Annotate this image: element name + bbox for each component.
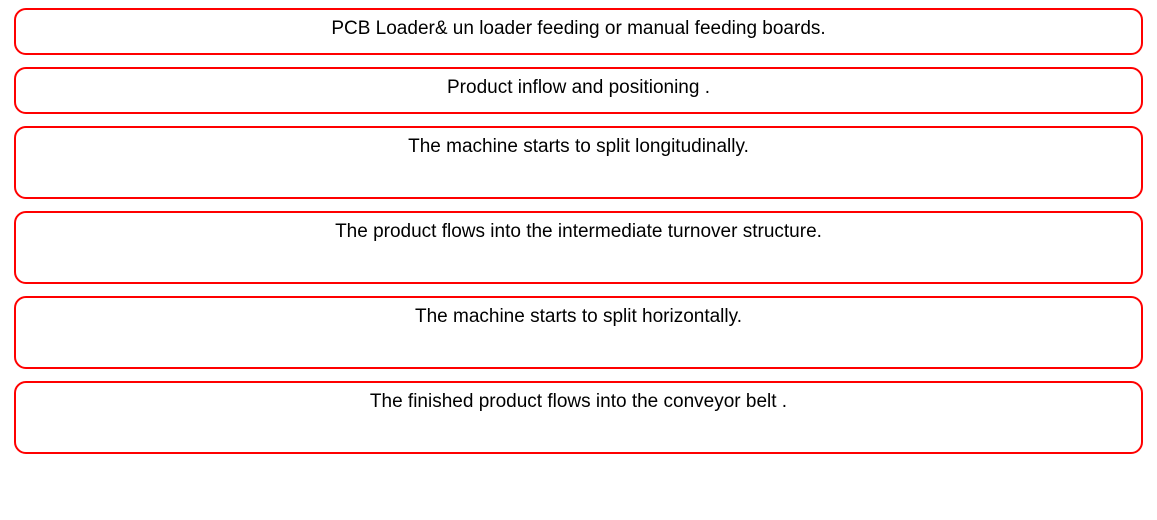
step-text-2: Product inflow and positioning . xyxy=(447,77,710,99)
step-box-3: The machine starts to split longitudinal… xyxy=(14,126,1143,199)
step-text-6: The finished product flows into the conv… xyxy=(370,391,787,413)
step-box-1: PCB Loader& un loader feeding or manual … xyxy=(14,8,1143,55)
step-text-5: The machine starts to split horizontally… xyxy=(415,306,742,328)
step-box-6: The finished product flows into the conv… xyxy=(14,381,1143,454)
step-box-4: The product flows into the intermediate … xyxy=(14,211,1143,284)
step-text-4: The product flows into the intermediate … xyxy=(335,221,822,243)
step-box-5: The machine starts to split horizontally… xyxy=(14,296,1143,369)
step-text-1: PCB Loader& un loader feeding or manual … xyxy=(331,18,825,40)
step-text-3: The machine starts to split longitudinal… xyxy=(408,136,749,158)
step-box-2: Product inflow and positioning . xyxy=(14,67,1143,114)
process-flow-container: PCB Loader& un loader feeding or manual … xyxy=(14,8,1143,454)
